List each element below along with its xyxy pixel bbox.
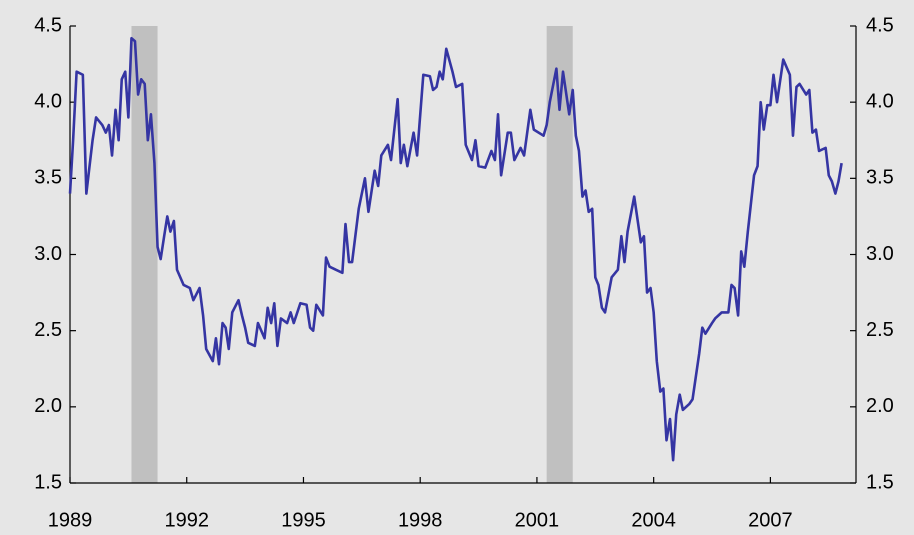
x-tick-label: 1995 (281, 509, 326, 531)
y2-tick-label: 4.0 (866, 90, 894, 112)
y2-tick-label: 3.0 (866, 243, 894, 265)
y-tick-label: 2.0 (34, 395, 62, 417)
y2-tick-label: 4.5 (866, 14, 894, 36)
y-tick-label: 2.5 (34, 319, 62, 341)
x-tick-label: 2001 (515, 509, 560, 531)
y-tick-label: 3.5 (34, 167, 62, 189)
y2-tick-label: 2.0 (866, 395, 894, 417)
y-tick-label: 4.5 (34, 14, 62, 36)
y2-tick-label: 1.5 (866, 471, 894, 493)
y2-tick-label: 3.5 (866, 167, 894, 189)
x-tick-label: 1992 (164, 509, 209, 531)
x-tick-label: 1998 (398, 509, 443, 531)
y-tick-label: 1.5 (34, 471, 62, 493)
x-tick-label: 1989 (48, 509, 93, 531)
x-tick-label: 2004 (631, 509, 676, 531)
x-tick-label: 2007 (748, 509, 793, 531)
data-line (68, 36, 843, 462)
y2-tick-label: 2.5 (866, 319, 894, 341)
y-tick-label: 4.0 (34, 90, 62, 112)
y-tick-label: 3.0 (34, 243, 62, 265)
